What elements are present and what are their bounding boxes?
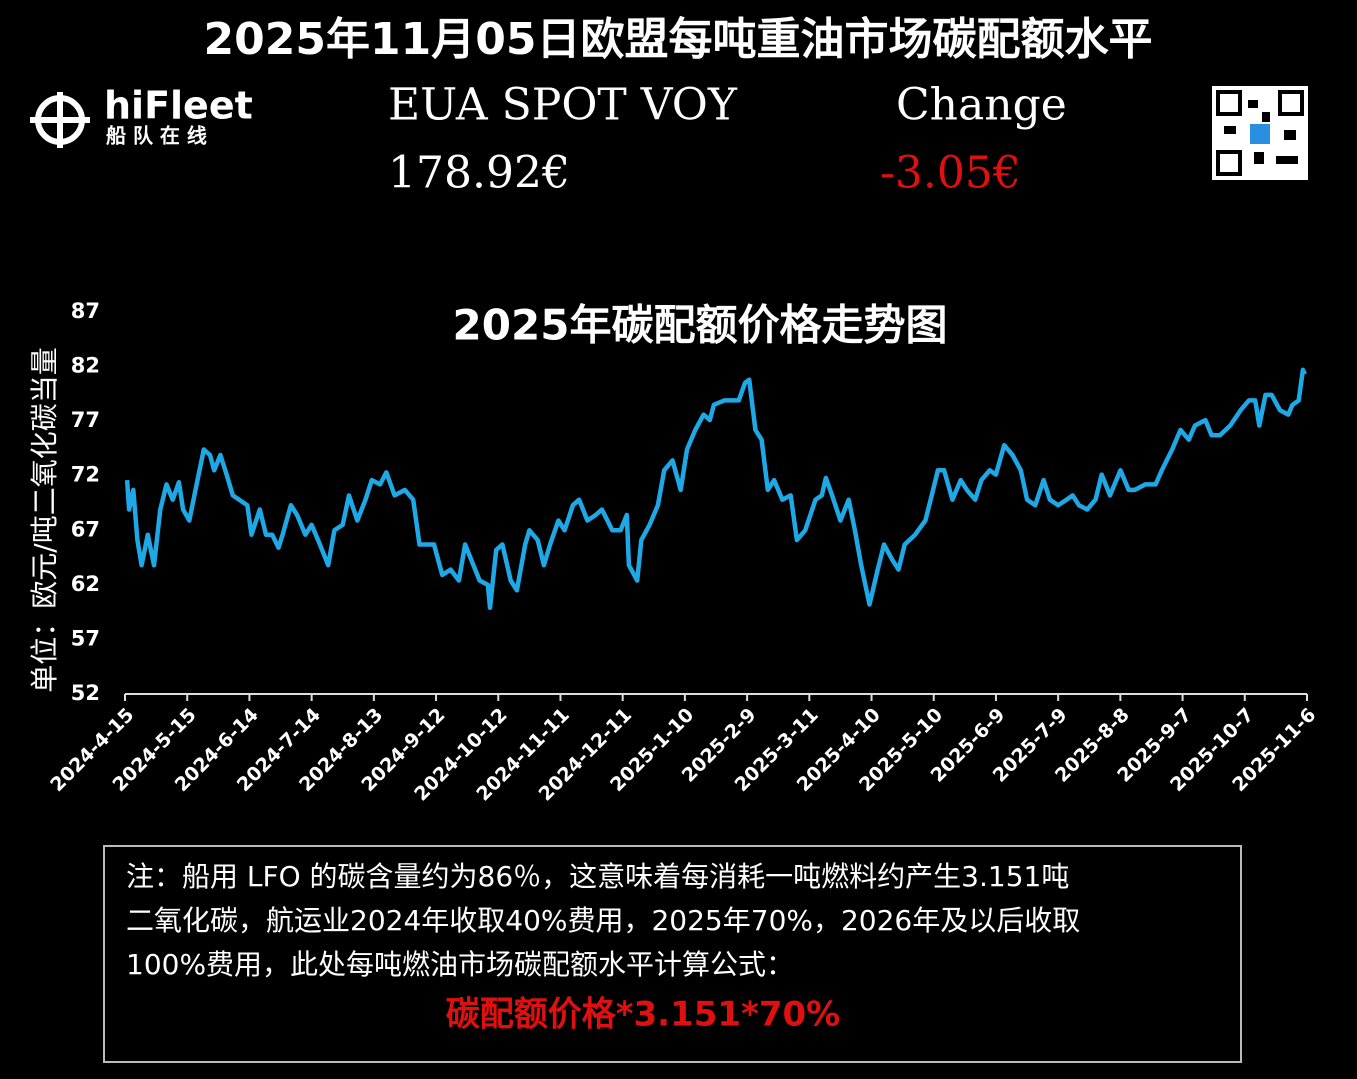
logo: hiFleet 船 队 在 线 xyxy=(30,84,253,148)
qr-module xyxy=(1248,100,1258,108)
note-box xyxy=(103,845,1242,1063)
qr-module xyxy=(1224,126,1236,134)
qr-finder xyxy=(1278,90,1304,116)
y-tick-label: 77 xyxy=(71,408,100,432)
logo-text: hiFleet xyxy=(104,84,253,128)
y-tick-label: 87 xyxy=(71,299,100,323)
page-title: 2025年11月05日欧盟每吨重油市场碳配额水平 xyxy=(204,14,1153,65)
price-label: EUA SPOT VOY xyxy=(388,80,738,131)
note-formula: 碳配额价格*3.151*70% xyxy=(446,995,841,1035)
qr-module xyxy=(1284,130,1296,140)
note-line: 二氧化碳，航运业2024年收取40%费用，2025年70%，2026年及以后收取 xyxy=(126,904,1080,937)
qr-logo xyxy=(1250,124,1270,144)
y-tick-label: 57 xyxy=(71,626,100,650)
qr-finder xyxy=(1216,90,1242,116)
y-tick-label: 62 xyxy=(71,572,100,596)
change-label: Change xyxy=(896,80,1067,131)
note-line: 注：船用 LFO 的碳含量约为86％，这意味着每消耗一吨燃料约产生3.151吨 xyxy=(126,860,1069,893)
logo-subtitle: 船 队 在 线 xyxy=(106,124,207,148)
qr-finder xyxy=(1216,150,1242,176)
qr-module xyxy=(1254,152,1264,164)
plot: 52576267727782872024-4-152024-5-152024-6… xyxy=(46,299,1320,805)
qr-code xyxy=(1212,86,1308,180)
chart-title: 2025年碳配额价格走势图 xyxy=(453,301,948,350)
change: -3.05€ xyxy=(880,148,1021,199)
y-axis-label: 单位：欧元/吨二氧化碳当量 xyxy=(28,347,61,692)
qr-module xyxy=(1262,112,1270,122)
price: 178.92€ xyxy=(388,148,570,199)
y-tick-label: 67 xyxy=(71,517,100,541)
note-line: 100%费用，此处每吨燃油市场碳配额水平计算公式： xyxy=(126,948,794,981)
price-line xyxy=(124,367,1307,611)
y-tick-label: 72 xyxy=(71,463,100,487)
y-tick-label: 82 xyxy=(71,354,100,378)
y-tick-label: 52 xyxy=(71,681,100,705)
qr-module xyxy=(1276,156,1298,164)
